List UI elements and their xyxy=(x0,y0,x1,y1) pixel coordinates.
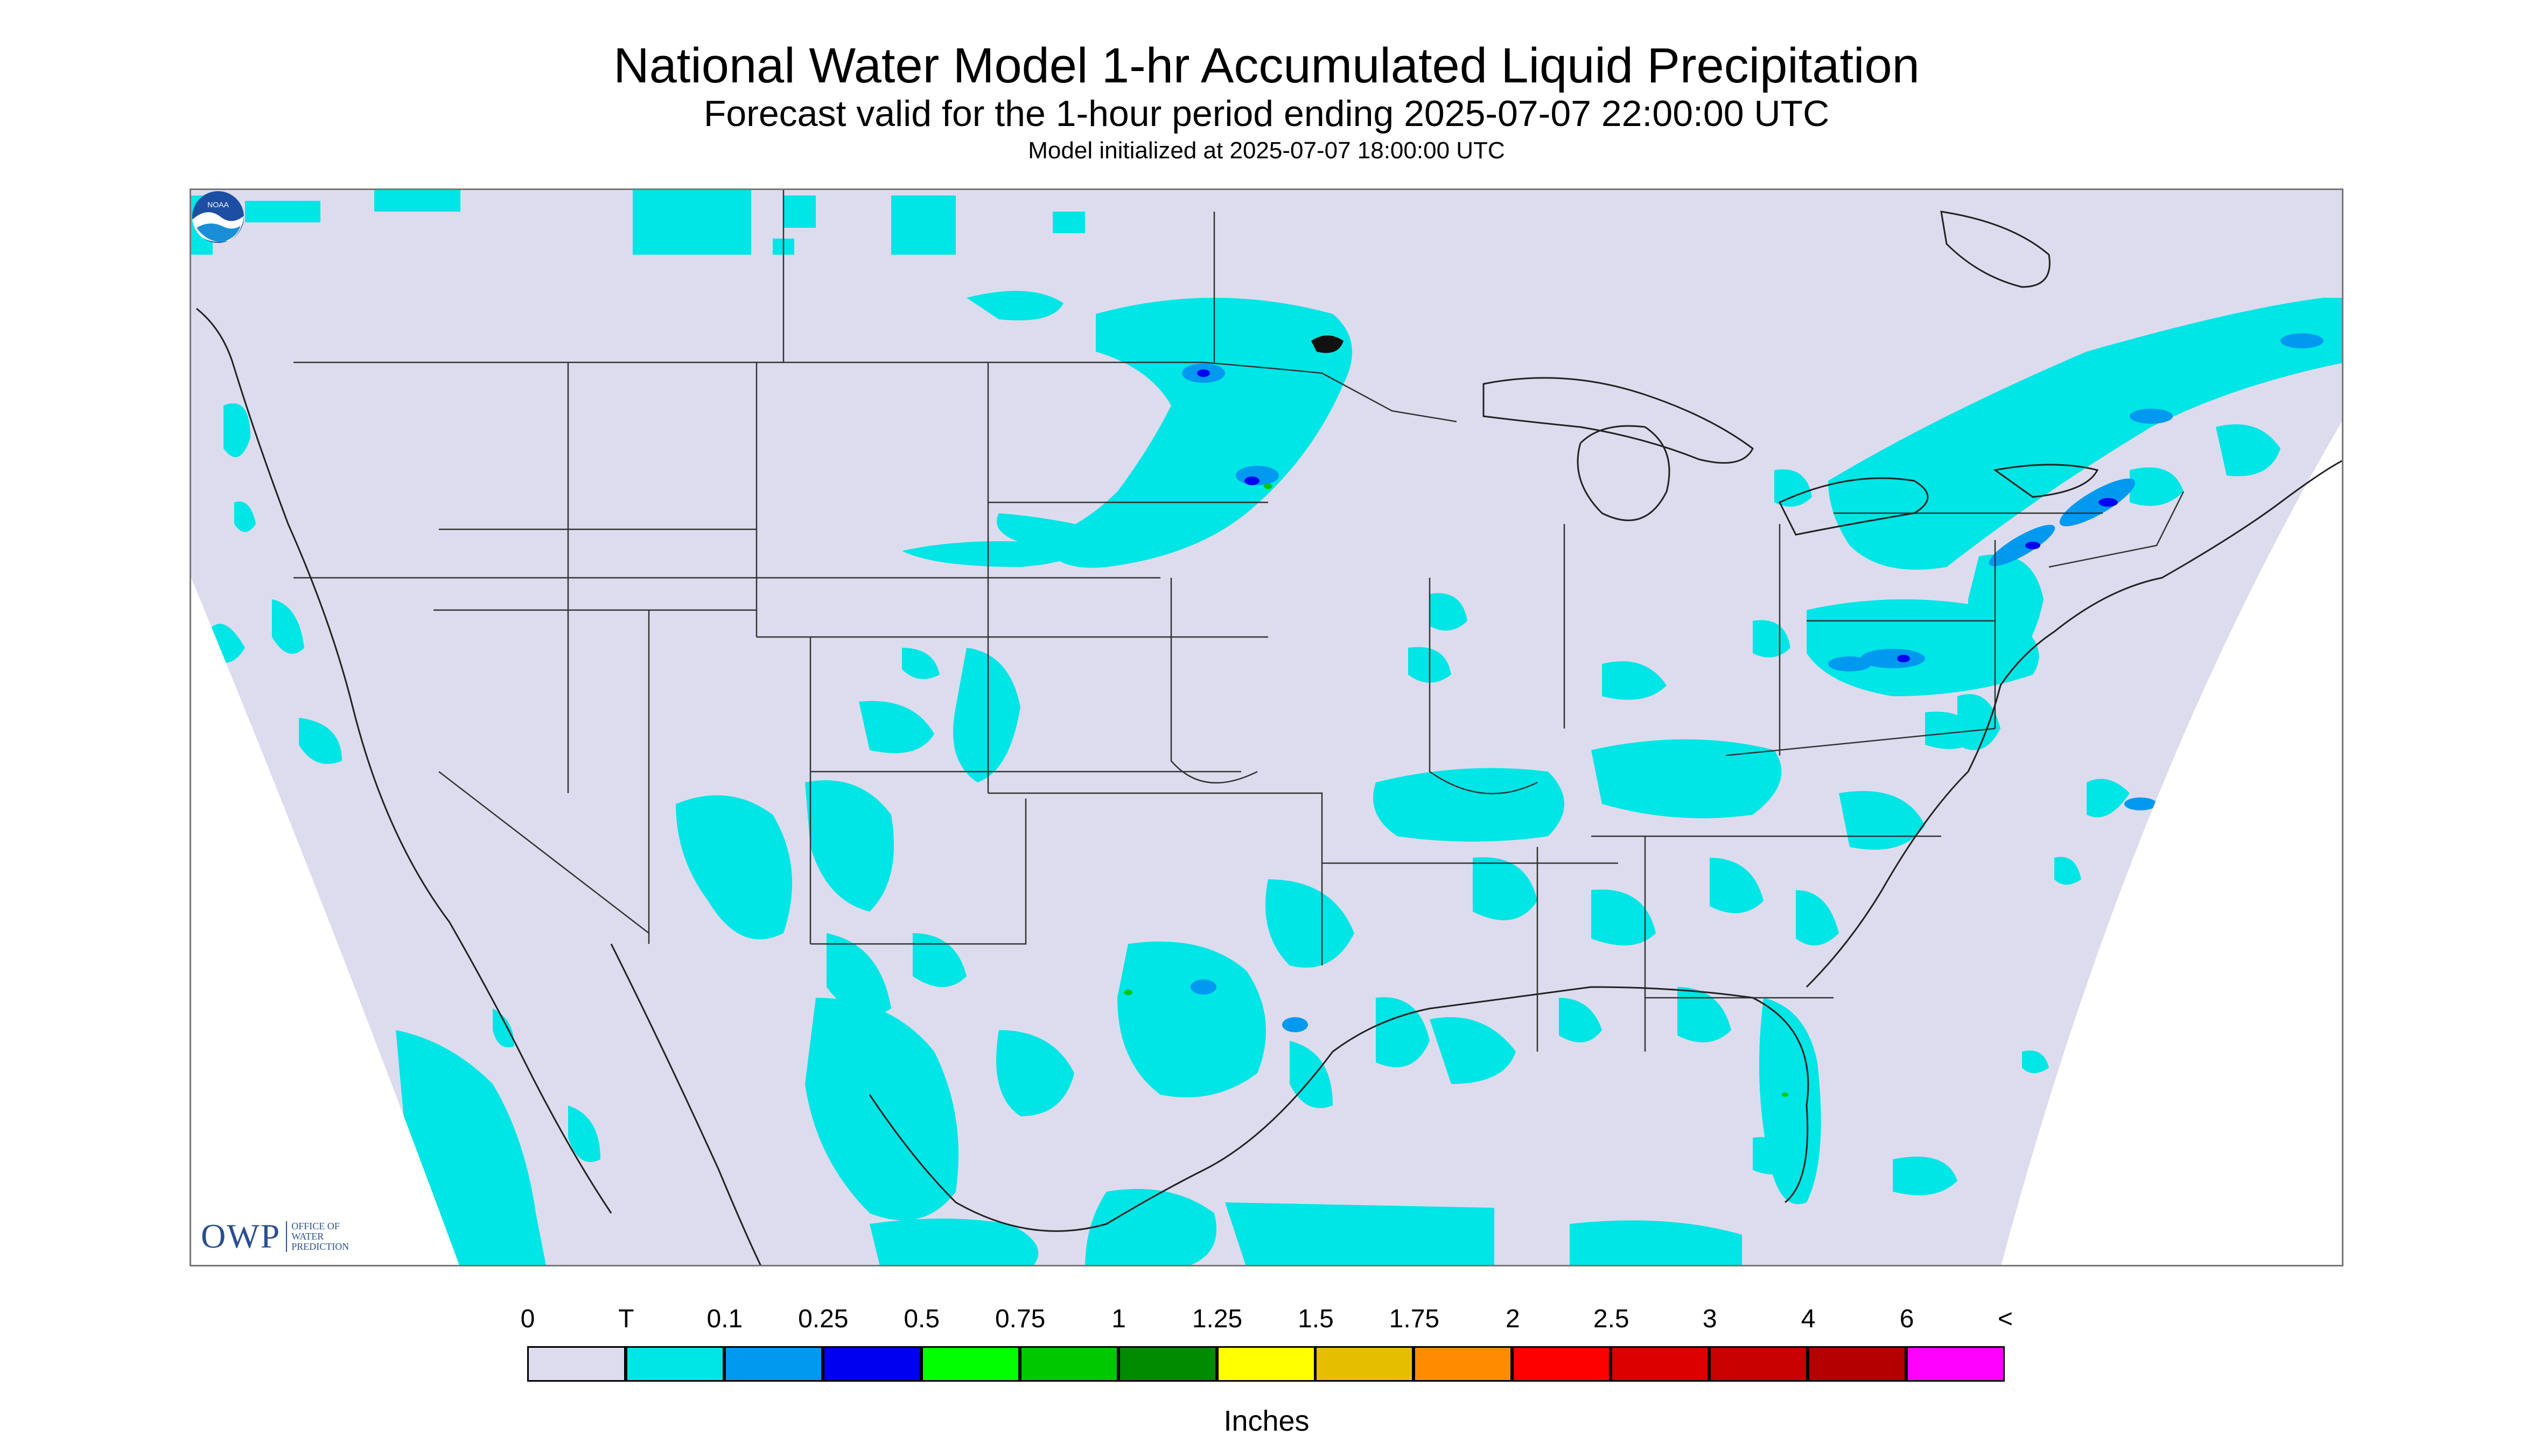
legend-tick-label: 2.5 xyxy=(1593,1305,1629,1333)
legend-units: Inches xyxy=(1223,1405,1310,1437)
coastlines xyxy=(196,211,2342,1265)
precipitation-map: OWP OFFICE OF WATER PREDICTION NOAA xyxy=(190,188,2343,1266)
precip-colorado xyxy=(953,648,1020,782)
precip-southeast xyxy=(1373,768,1564,842)
map-canvas xyxy=(191,190,2342,1265)
legend-swatch xyxy=(625,1346,724,1382)
precip-gulf-coast xyxy=(1430,1017,1516,1084)
precip-texas xyxy=(1117,941,1266,1097)
legend-tick-label: 1 xyxy=(1111,1305,1126,1333)
legend-swatch xyxy=(1315,1346,1414,1382)
lake-of-the-woods xyxy=(1311,335,1344,353)
precipitation-areas xyxy=(191,190,2342,1265)
legend-swatch xyxy=(1216,1346,1316,1382)
precip-northeast-band xyxy=(1828,298,2342,570)
precip-mexico-south xyxy=(870,1219,1039,1265)
legend-tick-label: 0.75 xyxy=(995,1305,1046,1333)
map-subtitle: Forecast valid for the 1-hour period end… xyxy=(703,93,1830,134)
legend-swatch xyxy=(724,1346,823,1382)
legend-tick-label: 2 xyxy=(1505,1305,1520,1333)
legend-swatch xyxy=(1808,1346,1907,1382)
noaa-logo: NOAA xyxy=(192,191,244,243)
map-title: National Water Model 1-hr Accumulated Li… xyxy=(613,38,1920,93)
legend-tick-label: 4 xyxy=(1801,1305,1816,1333)
owp-logo: OWP OFFICE OF WATER PREDICTION xyxy=(201,1216,367,1256)
legend-tick-label: 6 xyxy=(1899,1305,1914,1333)
legend-tick-label: 0 xyxy=(520,1305,535,1333)
legend-swatch xyxy=(1414,1346,1513,1382)
legend-tick-label: 1.25 xyxy=(1192,1305,1243,1333)
precipitation-legend xyxy=(527,1346,2005,1382)
legend-swatch xyxy=(1709,1346,1808,1382)
state-boundaries xyxy=(293,190,2185,1052)
legend-swatch xyxy=(1019,1346,1118,1382)
legend-tick-label: 3 xyxy=(1702,1305,1717,1333)
model-init-time: Model initialized at 2025-07-07 18:00:00… xyxy=(1028,137,1505,164)
legend-tick-label: 0.1 xyxy=(706,1305,743,1333)
legend-swatch xyxy=(1512,1346,1611,1382)
outside-projection-mask xyxy=(191,422,2342,1265)
legend-tick-label: T xyxy=(618,1305,634,1333)
legend-tick-label: 0.5 xyxy=(904,1305,940,1333)
legend-tick-label: 0.25 xyxy=(798,1305,849,1333)
precip-southwest xyxy=(676,795,792,940)
legend-swatch xyxy=(1906,1346,2005,1382)
legend-tick-label: < xyxy=(1997,1305,2013,1333)
heavier-precipitation-cores xyxy=(1124,333,2324,1097)
precip-mid-atlantic xyxy=(1968,554,2044,675)
legend-swatch xyxy=(1118,1346,1217,1382)
legend-swatch xyxy=(527,1346,626,1382)
legend-swatch xyxy=(921,1346,1020,1382)
legend-tick-label: 1.5 xyxy=(1298,1305,1334,1333)
legend-swatch xyxy=(822,1346,921,1382)
precip-mexico-north xyxy=(805,998,958,1221)
svg-text:NOAA: NOAA xyxy=(207,200,229,209)
precip-northern-plains xyxy=(1042,298,1352,568)
legend-tick-label: 1.75 xyxy=(1389,1305,1440,1333)
legend-swatch xyxy=(1611,1346,1710,1382)
